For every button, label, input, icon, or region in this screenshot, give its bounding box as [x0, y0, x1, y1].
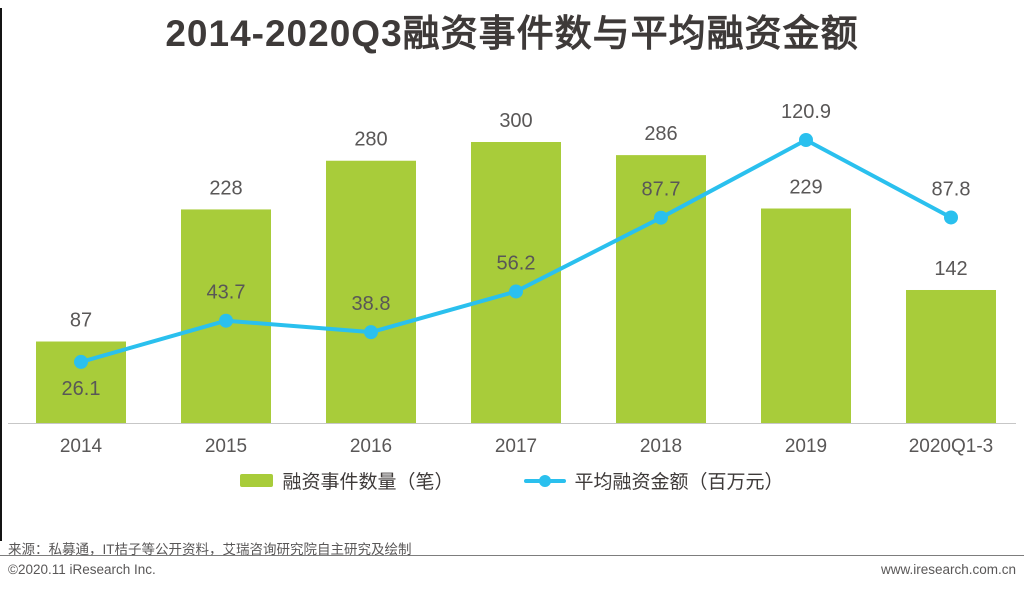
line-point	[654, 210, 668, 225]
line-value-label: 87.8	[932, 178, 971, 200]
x-axis-label: 2014	[60, 436, 103, 457]
line-point	[944, 210, 958, 225]
bar-2017	[471, 142, 561, 423]
chart-title: 2014-2020Q3融资事件数与平均融资金额	[165, 13, 859, 54]
chart-legend: 融资事件数量（笔） 平均融资金额（百万元）	[0, 467, 1024, 494]
line-value-label: 120.9	[781, 101, 831, 123]
bar-2020Q1-3	[906, 289, 996, 423]
bar-value-label: 142	[934, 258, 967, 280]
x-axis-label: 2018	[640, 436, 682, 457]
line-point	[219, 313, 233, 328]
footer-divider	[0, 555, 1024, 556]
footer-bar: ©2020.11 iResearch Inc. www.iresearch.co…	[8, 562, 1016, 577]
line-point	[799, 133, 813, 147]
bar-value-label: 300	[499, 110, 532, 132]
bar-2016	[326, 160, 416, 423]
line-value-label: 87.7	[642, 179, 681, 201]
bar-value-label: 229	[789, 177, 822, 199]
line-point	[364, 325, 378, 340]
line-value-label: 43.7	[207, 282, 246, 304]
copyright-text: ©2020.11 iResearch Inc.	[8, 562, 156, 577]
legend-item-line-series: 平均融资金额（百万元）	[523, 467, 784, 494]
legend-item-bar-series: 融资事件数量（笔）	[240, 467, 454, 494]
bar-value-label: 228	[209, 177, 242, 199]
source-note: 来源：私募通，IT桔子等公开资料，艾瑞咨询研究院自主研究及绘制	[8, 542, 412, 557]
line-point	[509, 284, 523, 299]
x-axis-label: 2016	[350, 436, 392, 457]
line-value-label: 26.1	[62, 378, 101, 400]
line-series-dot-icon	[538, 474, 551, 487]
line-point	[74, 354, 88, 369]
left-edge-line	[0, 8, 2, 541]
bar-2019	[761, 208, 851, 423]
bar-series-swatch-icon	[240, 474, 274, 487]
line-value-label: 56.2	[497, 252, 536, 274]
x-axis-label: 2015	[205, 436, 247, 457]
x-axis-label: 2017	[495, 436, 537, 457]
bar-series-legend-label: 融资事件数量（笔）	[282, 472, 454, 493]
website-url: www.iresearch.com.cn	[880, 562, 1016, 577]
x-axis-label: 2020Q1-3	[909, 436, 994, 457]
line-series-swatch-icon	[523, 474, 566, 487]
line-series-legend-label: 平均融资金额（百万元）	[574, 472, 784, 493]
bar-value-label: 87	[70, 310, 92, 332]
bar-value-label: 280	[354, 129, 387, 151]
bar-value-label: 286	[644, 123, 677, 145]
line-value-label: 38.8	[352, 293, 391, 315]
x-axis-label: 2019	[785, 436, 827, 457]
